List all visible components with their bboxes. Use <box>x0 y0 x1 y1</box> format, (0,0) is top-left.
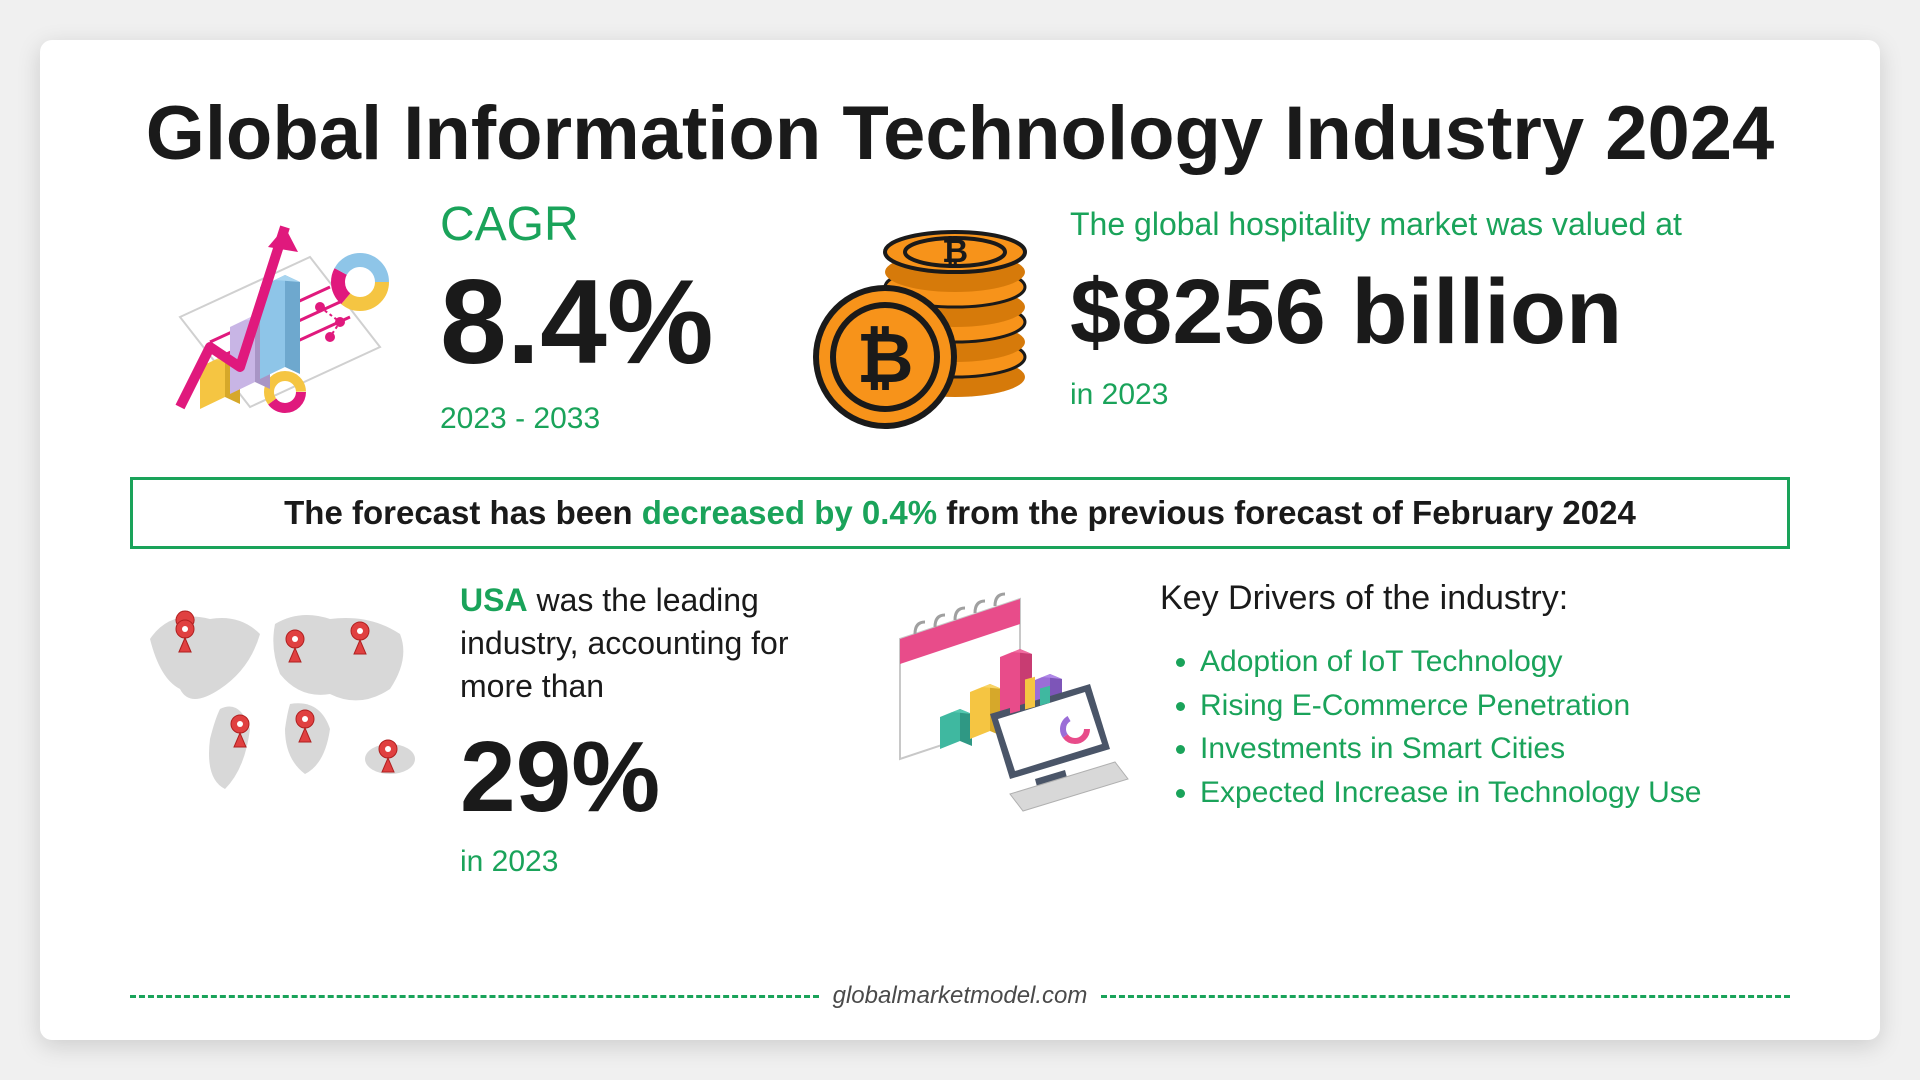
forecast-post: from the previous forecast of February 2… <box>937 494 1636 531</box>
usa-block: USA was the leading industry, accounting… <box>460 579 840 879</box>
usa-value: 29% <box>460 727 840 827</box>
svg-text:₿: ₿ <box>856 319 913 397</box>
driver-item: Investments in Smart Cities <box>1200 727 1790 771</box>
page-title: Global Information Technology Industry 2… <box>130 90 1790 177</box>
analytics-chart-icon <box>130 197 410 447</box>
footer: globalmarketmodel.com <box>130 982 1790 1010</box>
footer-dash-left <box>130 995 819 998</box>
usa-highlight: USA <box>460 582 528 618</box>
market-value: $8256 billion <box>1070 262 1790 363</box>
calendar-bars-monitor-icon <box>870 579 1130 819</box>
usa-lead: USA was the leading industry, accounting… <box>460 579 840 709</box>
driver-item: Adoption of IoT Technology <box>1200 640 1790 684</box>
cagr-label: CAGR <box>440 197 780 252</box>
usa-year: in 2023 <box>460 845 840 879</box>
forecast-banner: The forecast has been decreased by 0.4% … <box>130 477 1790 549</box>
infographic-card: Global Information Technology Industry 2… <box>40 40 1880 1040</box>
footer-dash-right <box>1101 995 1790 998</box>
market-block: The global hospitality market was valued… <box>1070 197 1790 412</box>
bitcoin-coins-icon: ₿ ₿ <box>810 207 1040 437</box>
footer-site: globalmarketmodel.com <box>833 982 1088 1010</box>
drivers-list: Adoption of IoT Technology Rising E-Comm… <box>1160 640 1790 814</box>
market-year: in 2023 <box>1070 378 1790 412</box>
market-lead: The global hospitality market was valued… <box>1070 202 1790 247</box>
row-top: CAGR 8.4% 2023 - 2033 ₿ <box>130 197 1790 447</box>
forecast-pre: The forecast has been <box>284 494 642 531</box>
driver-item: Expected Increase in Technology Use <box>1200 771 1790 815</box>
svg-text:₿: ₿ <box>942 233 968 269</box>
forecast-highlight: decreased by 0.4% <box>642 494 937 531</box>
cagr-value: 8.4% <box>440 262 780 382</box>
drivers-block: Key Drivers of the industry: Adoption of… <box>1160 579 1790 814</box>
cagr-block: CAGR 8.4% 2023 - 2033 <box>440 197 780 436</box>
drivers-title: Key Drivers of the industry: <box>1160 579 1790 618</box>
cagr-period: 2023 - 2033 <box>440 402 780 436</box>
world-map-pins-icon <box>130 579 430 809</box>
driver-item: Rising E-Commerce Penetration <box>1200 684 1790 728</box>
row-bottom: USA was the leading industry, accounting… <box>130 579 1790 879</box>
